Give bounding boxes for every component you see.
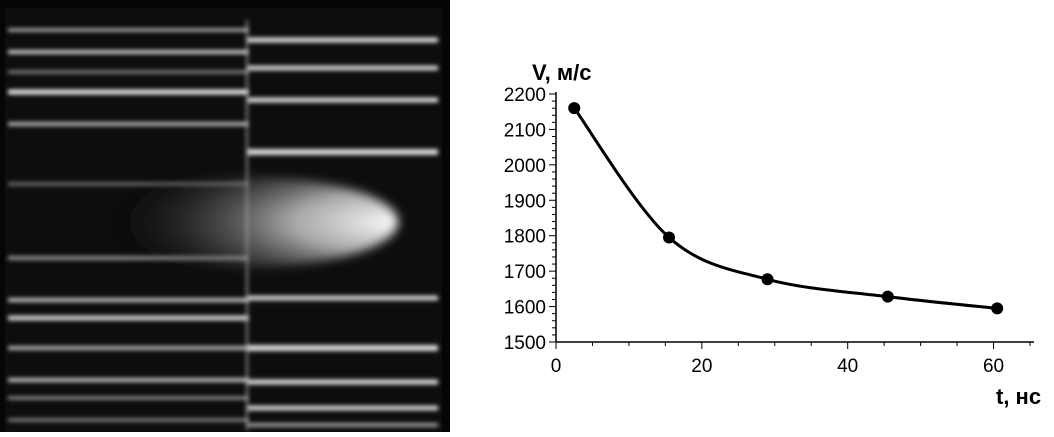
streak-line xyxy=(248,149,438,155)
data-point xyxy=(991,302,1004,315)
velocity-chart-svg: 1500 1600 1700 1800 1900 2000 2100 2200 0 20 40 60… xyxy=(504,60,1041,409)
data-point xyxy=(663,231,676,244)
data-point xyxy=(881,290,894,303)
streak-line xyxy=(8,256,248,260)
streak-line xyxy=(8,315,248,321)
streak-line xyxy=(248,345,438,351)
series-line xyxy=(573,107,998,310)
streak-line xyxy=(248,37,438,43)
streak-line xyxy=(248,65,438,71)
y-tick-label: 2200 xyxy=(504,85,546,106)
y-tick-label: 2000 xyxy=(504,156,546,177)
x-tick-label: 20 xyxy=(691,356,712,377)
velocity-chart: 1500 1600 1700 1800 1900 2000 2100 2200 0 20 40 60… xyxy=(470,0,1054,432)
y-tick-label: 1600 xyxy=(504,298,546,319)
data-point xyxy=(761,273,774,286)
x-tick-label: 0 xyxy=(551,356,562,377)
streak-line xyxy=(8,378,248,382)
y-tick-label: 2100 xyxy=(504,120,546,141)
streak-line xyxy=(8,418,248,422)
streak-line xyxy=(8,89,248,95)
y-axis-title: V, м/с xyxy=(532,60,592,85)
x-axis-title: t, нс xyxy=(996,384,1041,409)
chart-axes xyxy=(555,92,1034,343)
data-points xyxy=(568,102,1004,315)
streak-line xyxy=(8,182,248,186)
streak-photograph xyxy=(0,0,450,432)
y-tick-label: 1700 xyxy=(504,262,546,283)
streak-line xyxy=(248,423,438,427)
x-tick-label: 40 xyxy=(837,356,858,377)
streak-line xyxy=(8,346,248,350)
y-tick-label: 1900 xyxy=(504,191,546,212)
data-point xyxy=(568,102,581,115)
x-tick-label: 60 xyxy=(983,356,1004,377)
y-ticks: 1500 1600 1700 1800 1900 2000 2100 2200 xyxy=(504,85,556,354)
streak-line xyxy=(8,50,248,54)
streak-line xyxy=(8,28,248,32)
streak-line xyxy=(8,298,248,302)
streak-line xyxy=(248,97,438,103)
streak-photograph-image xyxy=(0,0,450,432)
y-tick-label: 1800 xyxy=(504,227,546,248)
streak-line xyxy=(8,396,248,400)
y-tick-label: 1500 xyxy=(504,333,546,354)
streak-line xyxy=(248,379,438,385)
streak-line xyxy=(8,70,248,74)
streak-line xyxy=(248,405,438,411)
streak-line xyxy=(248,295,438,301)
x-ticks: 0 20 40 60 xyxy=(551,342,1031,377)
streak-line xyxy=(8,122,248,126)
